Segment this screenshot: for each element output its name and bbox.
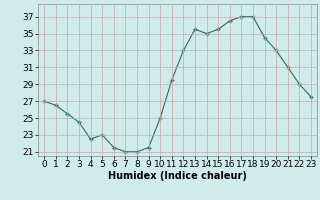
X-axis label: Humidex (Indice chaleur): Humidex (Indice chaleur) xyxy=(108,171,247,181)
